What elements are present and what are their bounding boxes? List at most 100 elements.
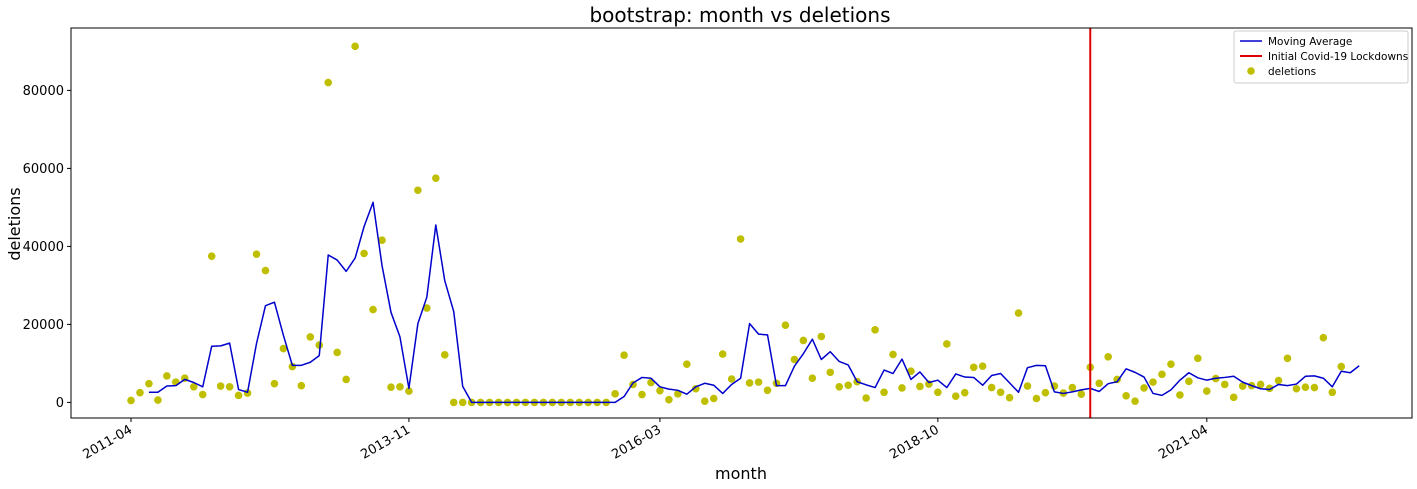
deletions-point	[745, 379, 754, 387]
deletions-point	[951, 392, 960, 400]
x-tick-label: 2016-03	[609, 422, 664, 462]
deletions-point	[1041, 388, 1050, 397]
deletions-point	[1104, 352, 1112, 361]
deletions-point	[145, 379, 153, 388]
deletions-point	[1283, 354, 1292, 363]
deletions-point	[996, 388, 1005, 397]
y-tick-label: 40000	[23, 240, 64, 255]
deletions-point	[844, 381, 852, 390]
deletions-point	[620, 351, 628, 360]
deletions-point	[916, 382, 924, 391]
deletions-point	[781, 321, 790, 329]
deletions-point	[978, 362, 987, 370]
y-axis-title: deletions	[5, 187, 24, 260]
deletions-point	[342, 375, 350, 384]
legend-box	[1233, 30, 1409, 84]
deletions-point	[297, 381, 306, 390]
deletions-point	[270, 379, 279, 388]
plot-content	[127, 28, 1360, 418]
y-tick-label: 80000	[23, 84, 64, 99]
deletions-point	[862, 394, 870, 402]
plot-frame	[70, 27, 1413, 419]
deletions-point	[1032, 394, 1041, 403]
deletions-point	[1274, 376, 1283, 385]
deletions-point	[1220, 380, 1229, 389]
deletions-point	[987, 383, 996, 392]
deletions-point	[306, 333, 315, 341]
deletions-point	[1256, 380, 1265, 389]
deletions-point	[458, 398, 467, 407]
deletions-point	[799, 336, 808, 345]
legend-deletions-label: deletions	[1268, 66, 1316, 78]
deletions-point	[163, 372, 171, 380]
deletions-point	[216, 382, 225, 390]
deletions-point	[1140, 384, 1148, 392]
y-tick-label: 60000	[23, 162, 64, 177]
deletions-point	[405, 387, 413, 395]
deletions-point	[1319, 333, 1328, 342]
deletions-point	[665, 395, 673, 404]
deletions-point	[189, 383, 198, 391]
deletions-point	[1068, 383, 1077, 392]
deletions-point	[1122, 391, 1130, 400]
deletions-point	[360, 249, 368, 258]
deletions-point	[1328, 388, 1337, 397]
deletions-point	[969, 363, 978, 372]
x-tick-label: 2021-04	[1156, 422, 1211, 462]
legend-moving-average-label: Moving Average	[1268, 36, 1352, 48]
deletions-point	[414, 186, 422, 195]
deletions-point	[1131, 397, 1139, 406]
deletions-point	[449, 398, 458, 407]
deletions-point	[1194, 354, 1202, 363]
deletions-point	[423, 304, 431, 312]
deletions-point	[835, 383, 844, 391]
deletions-point	[1203, 387, 1211, 395]
deletions-point	[709, 394, 718, 403]
deletions-point	[898, 384, 906, 392]
deletions-point	[1005, 393, 1014, 402]
deletions-point	[1337, 362, 1346, 371]
deletions-point	[826, 368, 835, 377]
deletions-point	[907, 367, 915, 376]
deletions-point	[808, 374, 817, 383]
deletions-point	[611, 390, 619, 398]
axes: 0 20000 40000 60000 80000 2011-04 2013-11 2016-…	[23, 84, 1211, 463]
deletions-point	[432, 174, 440, 182]
y-tick-label: 20000	[23, 318, 64, 333]
deletions-point	[754, 378, 763, 386]
deletions-point	[252, 250, 261, 258]
deletions-point	[279, 344, 288, 353]
deletions-point	[871, 326, 879, 334]
chart-title: bootstrap: month vs deletions	[589, 3, 890, 27]
deletions-point	[378, 236, 386, 244]
deletions-point	[718, 350, 727, 358]
deletions-point	[315, 341, 324, 349]
deletions-point	[763, 386, 772, 395]
deletions-point	[1077, 390, 1086, 399]
deletions-point	[934, 388, 942, 397]
deletions-point	[638, 390, 646, 399]
deletions-point	[1238, 382, 1247, 390]
deletions-point	[656, 386, 664, 395]
y-tick-label: 0	[56, 396, 64, 411]
deletions-point	[351, 42, 359, 51]
deletions-point	[198, 390, 207, 399]
deletions-point	[700, 397, 709, 406]
deletions-point	[396, 383, 404, 391]
legend-deletions-swatch	[1247, 67, 1255, 75]
deletions-point	[154, 396, 162, 404]
deletions-point	[1149, 378, 1157, 386]
x-tick-label: 2011-04	[80, 422, 135, 462]
deletions-point	[683, 360, 691, 368]
deletions-point	[1023, 382, 1032, 390]
deletions-point	[1176, 391, 1184, 399]
deletions-point	[136, 388, 144, 397]
deletions-point	[261, 266, 270, 275]
deletions-point	[225, 383, 234, 391]
deletions-point	[960, 388, 969, 397]
deletions-point	[369, 305, 377, 314]
deletions-point	[1292, 384, 1301, 393]
deletions-point	[1229, 393, 1238, 402]
deletions-point	[943, 340, 951, 348]
